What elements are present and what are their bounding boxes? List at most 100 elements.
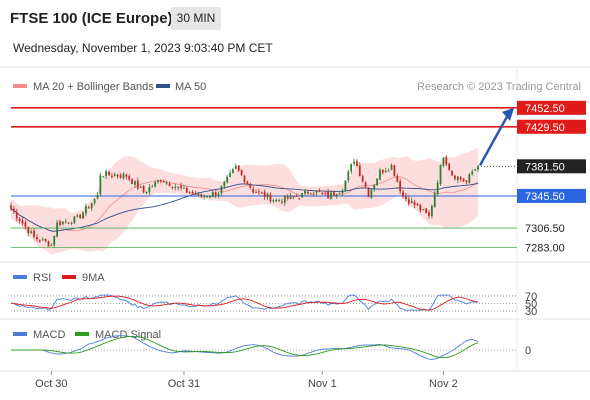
candle [229,170,231,178]
candle [108,170,110,177]
forecast-arrow [478,114,510,166]
candle [307,190,309,196]
candle [73,216,76,224]
page-title: FTSE 100 (ICE Europe) [10,10,173,27]
candle [252,186,255,194]
candle [226,174,229,184]
candle [237,164,240,172]
candle [335,193,338,199]
candle [177,186,180,191]
candle [223,180,226,190]
candle [462,177,465,182]
candle [471,169,474,176]
candle [185,186,188,193]
candle [188,191,191,194]
candle [220,185,223,196]
candle [425,207,428,214]
candle [160,179,162,184]
candle [47,240,50,247]
candle [246,180,249,185]
candle [387,168,390,172]
level-label-box [517,188,586,203]
candle [459,175,462,182]
candle [430,204,433,219]
candle [21,217,24,226]
level-label-box [517,159,586,174]
candle [393,164,396,177]
candle [416,202,419,206]
level-label-box [517,100,586,115]
level-label: 7306.50 [525,223,565,235]
candle [38,239,41,243]
candle [338,192,341,195]
candle [33,228,35,239]
candle [309,192,312,195]
candle [24,220,27,230]
candle [36,234,38,242]
candle [275,198,278,203]
candle [347,169,350,183]
candle [56,219,59,238]
candle [379,167,381,181]
candle [194,190,197,195]
candle [119,173,122,179]
candle [64,218,67,224]
candle [76,213,79,218]
candle [396,173,399,183]
rsi-legend-label: RSI [33,272,51,284]
candle [410,197,413,204]
candle [142,184,145,194]
candle [15,208,18,222]
candle [128,174,131,182]
candle [324,190,327,196]
candle [27,226,30,237]
candle [454,174,456,181]
candle [295,193,298,198]
candle [384,167,387,174]
macd-line [11,335,479,360]
candle [304,188,306,196]
level-label-box [517,119,586,134]
candle [315,190,318,196]
level-label: 7345.50 [525,191,565,203]
datetime-label: Wednesday, November 1, 2023 9:03:40 PM C… [13,41,273,55]
candle [451,170,453,176]
macd-legend-swatch [13,332,27,336]
candle [477,164,479,173]
candle [203,194,206,200]
candle [283,194,286,206]
candle [10,202,12,211]
candle [136,177,139,190]
candle [154,181,157,188]
x-tick-label: Oct 31 [168,378,200,390]
candle [61,221,64,226]
candle [269,191,272,204]
level-label: 7429.50 [525,122,565,134]
timeframe-button[interactable]: 30 MIN [171,7,221,30]
rsi-legend-swatch [13,275,27,279]
candle [96,192,99,200]
candle [405,192,407,202]
candle [134,179,136,188]
candle [353,158,355,167]
rsi-ma-legend-label: 9MA [82,272,105,284]
rsi-level-label: 30 [525,306,537,318]
candle [113,172,116,177]
candle [12,205,15,215]
forecast-arrowhead [502,107,514,121]
candle [468,172,471,184]
candle [260,191,263,195]
candle [200,193,203,199]
candle [381,169,384,175]
candle [67,221,70,225]
candle [332,190,335,197]
candle [344,179,347,192]
macd-legend-label: MACD [33,329,65,341]
macd-signal-line [11,335,479,359]
macd-signal-legend-label: MACD Signal [95,329,161,341]
candle [330,190,332,200]
candle [376,178,378,186]
candle [281,198,283,205]
candle [442,156,445,168]
